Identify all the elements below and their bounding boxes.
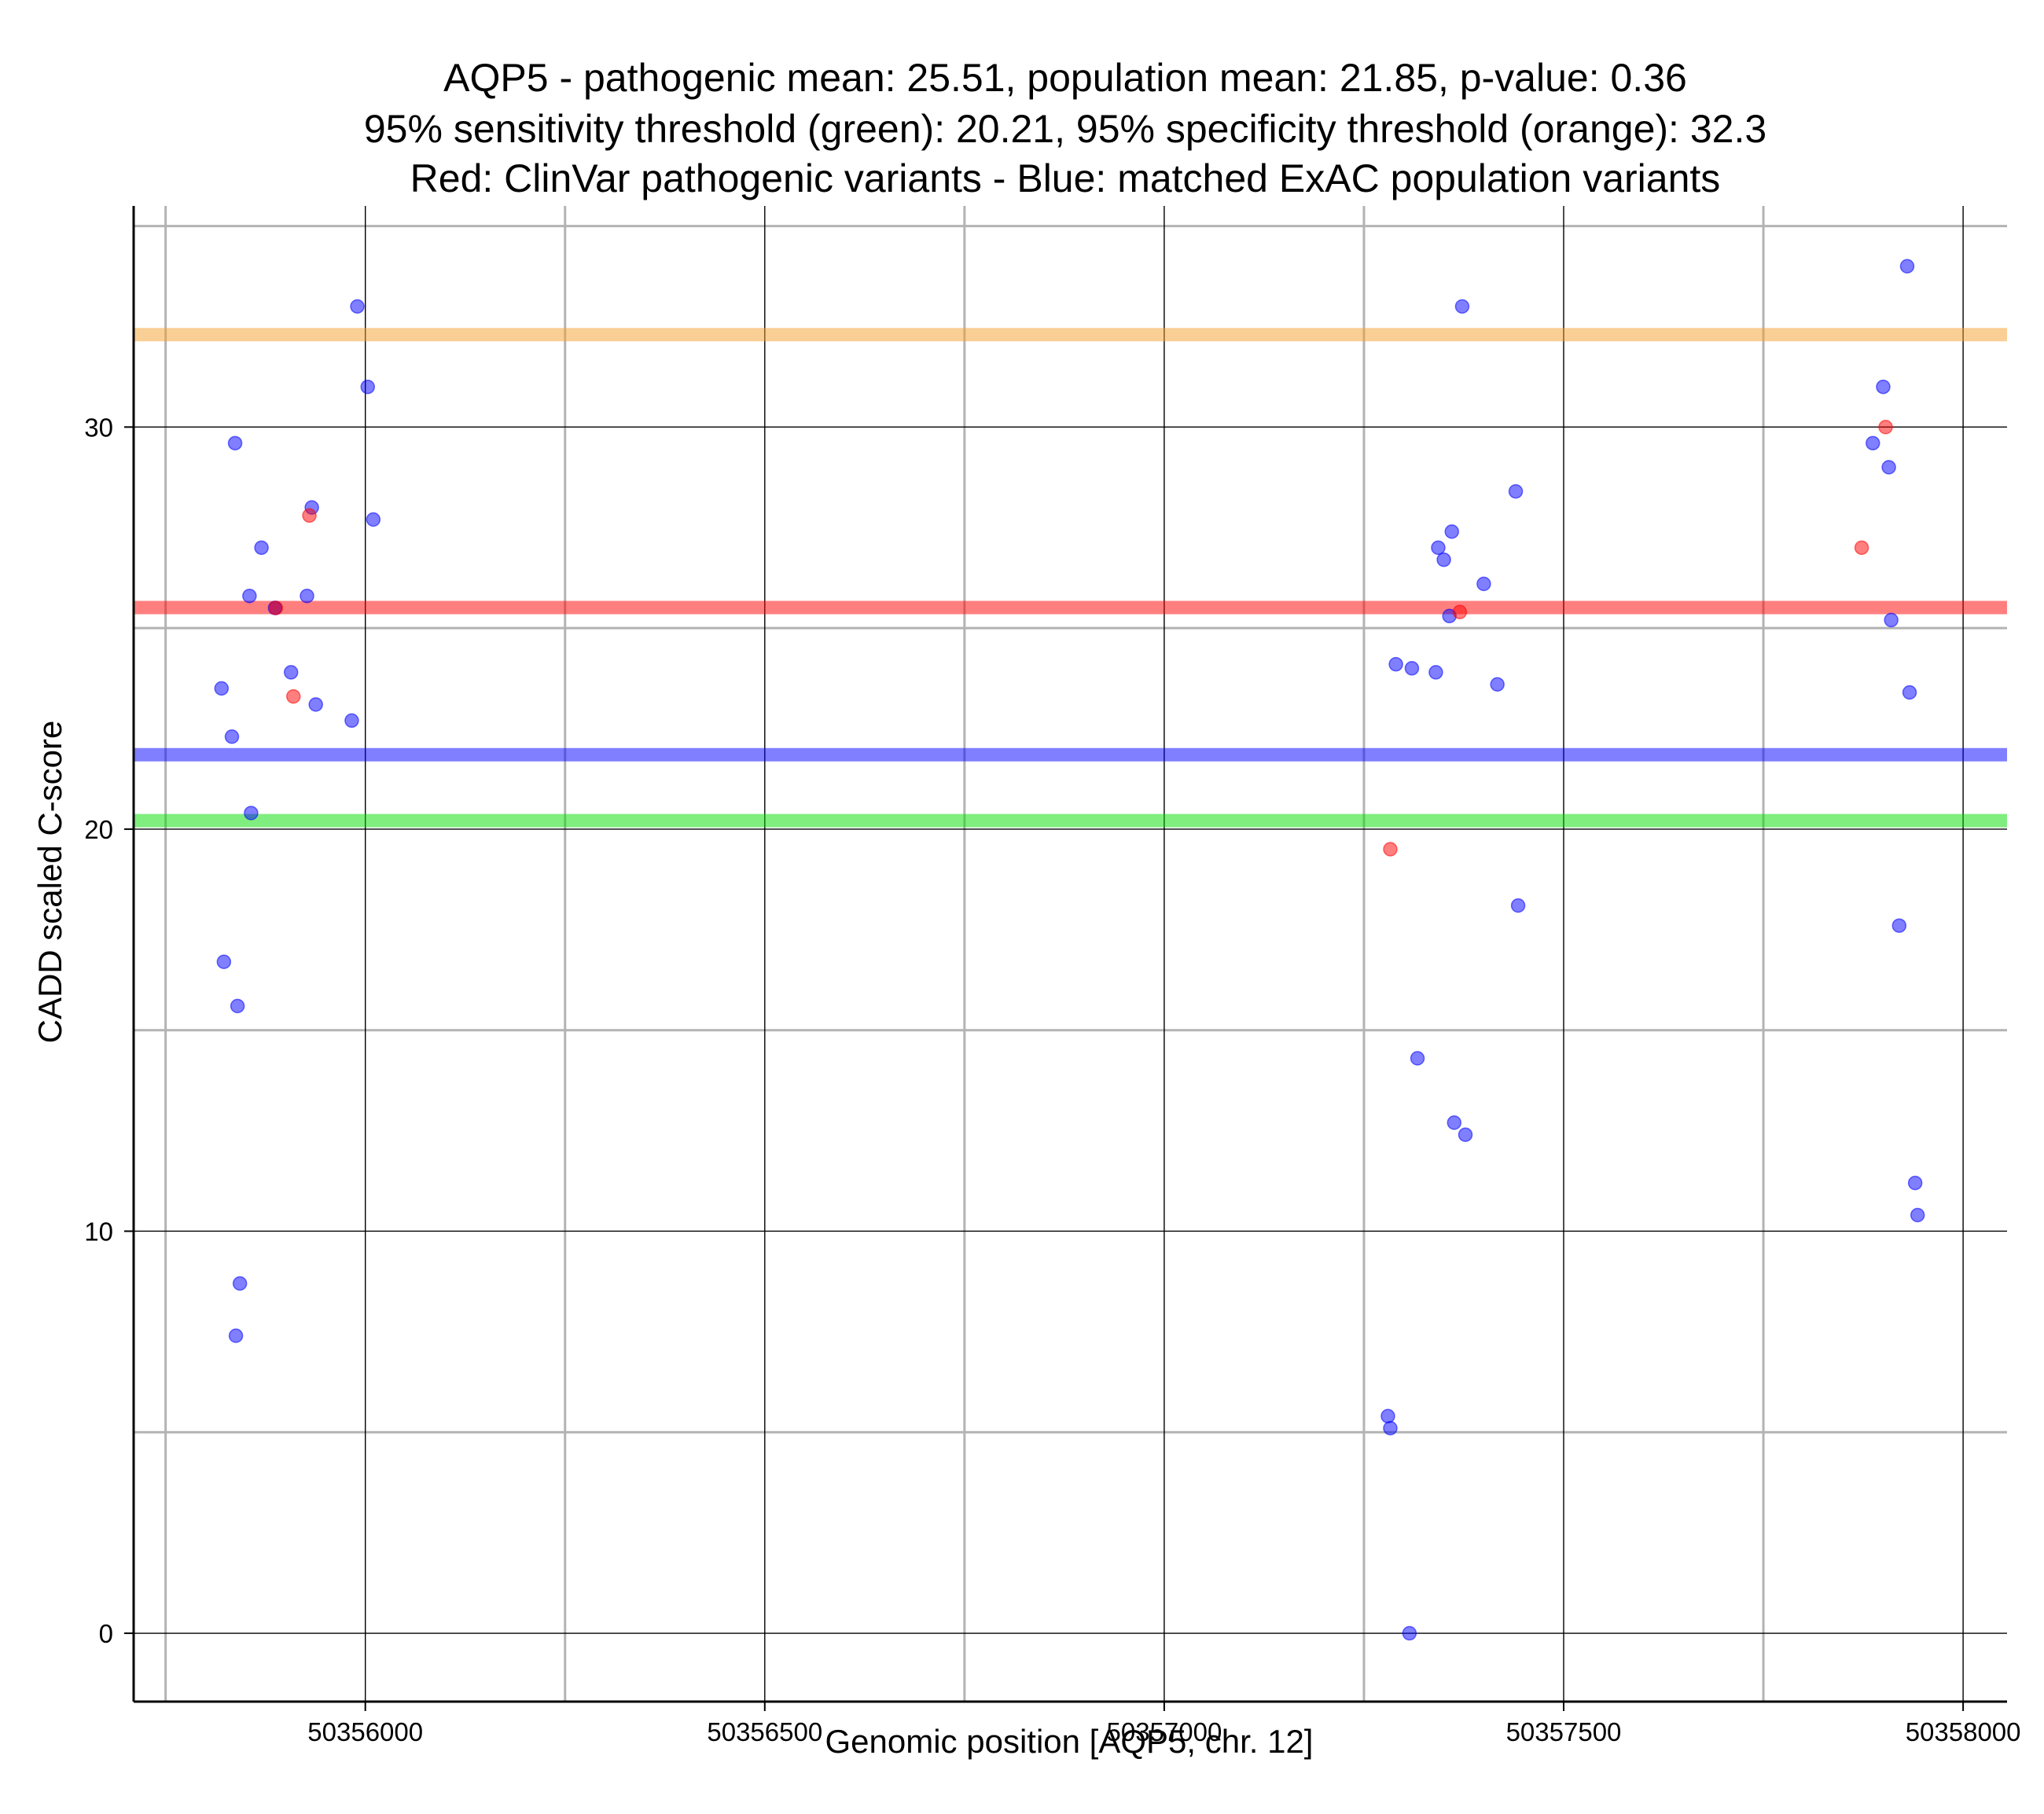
population-variant-point: [1881, 460, 1896, 475]
population-variant-point: [1454, 299, 1470, 314]
pathogenic-variant-point: [1383, 842, 1398, 857]
population-variant-point: [1910, 1207, 1925, 1223]
pathogenic-variant-point: [1878, 420, 1893, 435]
x-axis-label: Genomic position [AQP5, chr. 12]: [825, 1723, 1314, 1760]
population-variant-point: [244, 806, 259, 821]
title-line-3: Red: ClinVar pathogenic variants - Blue:…: [410, 156, 1721, 200]
population-variant-point: [1508, 483, 1524, 499]
x-axis-ticks: 50356000 50356500 50357000 50357500 50358000: [307, 1702, 2021, 1746]
population-variant-point: [1380, 1408, 1395, 1424]
title-line-1: AQP5 - pathogenic mean: 25.51, populatio…: [443, 56, 1687, 100]
population-variant-point: [224, 729, 240, 744]
major-gridlines: [134, 206, 2007, 1702]
population-variant-point: [366, 512, 381, 527]
chart-title: AQP5 - pathogenic mean: 25.51, populatio…: [364, 56, 1766, 200]
population-variant-point: [228, 1328, 244, 1343]
population-variant-point: [344, 713, 359, 729]
pathogenic-variant-point: [302, 508, 317, 523]
population-variant-point: [1388, 656, 1403, 672]
population-variant-point: [300, 588, 314, 604]
population-variant-point: [350, 299, 365, 314]
y-tick-label: 20: [84, 815, 113, 844]
x-tick-label: 50356000: [307, 1717, 423, 1746]
population-variant-point: [1410, 1051, 1425, 1066]
population-variant-point: [1907, 1175, 1923, 1191]
population-variant-point: [227, 435, 243, 451]
population-variant-point: [254, 540, 269, 556]
population-variant-point: [232, 1276, 248, 1291]
population-variant-point: [216, 954, 232, 969]
population-variant-point: [1404, 661, 1420, 676]
population-variant-point: [1899, 259, 1915, 274]
x-tick-label: 50358000: [1906, 1717, 2021, 1746]
y-axis-label: CADD scaled C-score: [31, 721, 68, 1044]
population-variant-point: [242, 588, 257, 604]
population-variant-point: [1490, 677, 1505, 692]
population-variant-point: [308, 697, 323, 712]
population-variant-point: [1866, 435, 1880, 451]
population-variant-point: [1884, 612, 1899, 628]
x-tick-label: 50357500: [1506, 1717, 1622, 1746]
population-variant-point: [283, 665, 299, 680]
data-points: [214, 259, 1925, 1641]
x-tick-label: 50357000: [1106, 1717, 1222, 1746]
y-axis-ticks: 0 10 20 30: [84, 413, 134, 1648]
y-tick-label: 10: [84, 1217, 113, 1246]
population-variant-point: [1891, 918, 1907, 933]
population-variant-point: [1444, 524, 1459, 539]
population-variant-point: [1902, 685, 1917, 700]
population-variant-point: [1510, 898, 1526, 913]
pathogenic-variant-point: [285, 689, 301, 704]
population-variant-point: [1402, 1625, 1417, 1641]
population-variant-point: [1876, 379, 1891, 395]
population-variant-point: [1431, 540, 1446, 556]
y-tick-label: 0: [99, 1619, 113, 1648]
population-variant-point: [1476, 576, 1491, 592]
population-variant-point: [1383, 1420, 1398, 1436]
population-variant-point: [214, 681, 230, 696]
minor-gridlines: [134, 206, 2007, 1702]
population-variant-point: [360, 379, 375, 395]
pathogenic-variant-point: [1452, 604, 1468, 619]
pathogenic-variant-point: [268, 600, 284, 615]
reference-lines: [134, 328, 2007, 828]
y-tick-label: 30: [84, 413, 113, 442]
pathogenic-variant-point: [1854, 540, 1869, 556]
population-variant-point: [1428, 665, 1443, 680]
title-line-2: 95% sensitivity threshold (green): 20.21…: [364, 107, 1766, 151]
population-variant-point: [1458, 1127, 1473, 1142]
population-variant-point: [1436, 552, 1451, 567]
axes: [132, 206, 2007, 1703]
population-variant-point: [230, 998, 245, 1014]
population-variant-point: [1447, 1115, 1462, 1130]
x-tick-label: 50356500: [707, 1717, 822, 1746]
